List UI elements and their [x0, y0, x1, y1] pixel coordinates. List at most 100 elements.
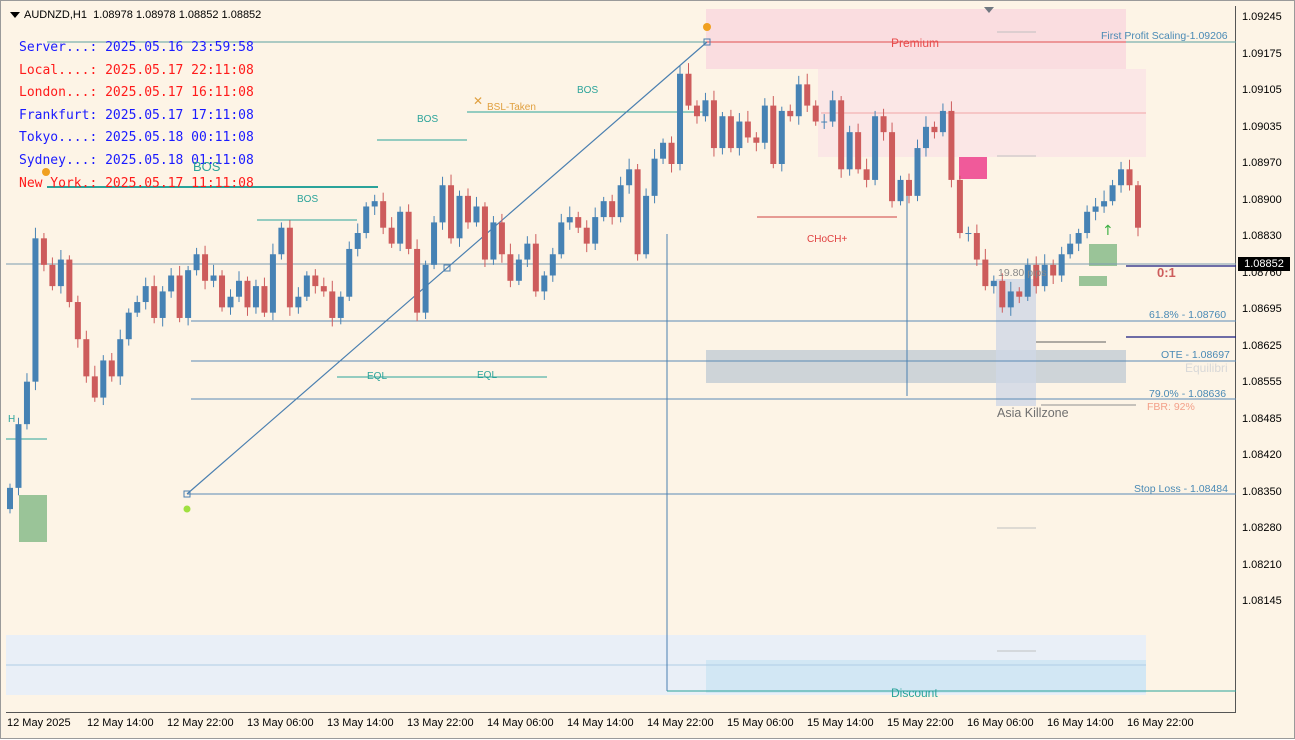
- candle-body: [49, 264, 56, 287]
- candle-body: [464, 195, 471, 223]
- candle-body: [1050, 264, 1057, 276]
- candle-body: [329, 291, 336, 318]
- candle-body: [151, 286, 158, 318]
- stop-loss-label: Stop Loss - 1.08484: [1134, 483, 1228, 495]
- candle-body: [931, 126, 938, 133]
- clock-panel: Server...: 2025.05.16 23:59:58 Local....:…: [19, 37, 254, 195]
- candle-body: [66, 259, 73, 303]
- time-tick-label: 16 May 22:00: [1127, 717, 1194, 729]
- candle-body: [770, 105, 777, 164]
- candle-body: [600, 201, 607, 218]
- asia-killzone-label: Asia Killzone: [997, 406, 1069, 420]
- equilibrium-zone: [706, 350, 1126, 383]
- eql-label-2: EQL: [477, 370, 498, 381]
- candle-body: [117, 339, 124, 377]
- candle-body: [668, 142, 675, 164]
- risk-ratio-label: 0:1: [1157, 265, 1176, 280]
- candle-body: [744, 121, 751, 138]
- candle-body: [948, 110, 955, 180]
- price-tick-label: 1.08145: [1242, 595, 1282, 607]
- symbol-label: AUDNZD,H1: [24, 9, 87, 21]
- price-tick-label: 1.08830: [1242, 230, 1282, 242]
- candle-body: [812, 105, 819, 122]
- candle-body: [736, 121, 743, 149]
- candle-body: [295, 296, 302, 308]
- candle-body: [922, 126, 929, 149]
- anchor-square-top: [703, 38, 711, 46]
- candle-body: [897, 179, 904, 202]
- time-tick-label: 14 May 14:00: [567, 717, 634, 729]
- candle-body: [821, 121, 828, 123]
- time-tick-label: 14 May 22:00: [647, 717, 714, 729]
- bos-label-1: BOS: [297, 194, 319, 205]
- candle-body: [956, 179, 963, 234]
- price-tick-label: 1.08760: [1242, 266, 1282, 279]
- price-tick-label: 1.08625: [1242, 339, 1282, 352]
- clock-row: Frankfurt: 2025.05.17 17:11:08: [19, 107, 254, 123]
- time-tick-label: 12 May 22:00: [167, 717, 234, 729]
- candle-body: [1024, 264, 1031, 297]
- candle-body: [91, 376, 98, 398]
- price-tick-label: 1.08350: [1242, 485, 1282, 498]
- candle-body: [380, 201, 387, 228]
- candle-body: [142, 286, 149, 303]
- candle-body: [660, 142, 667, 159]
- current-price-tag: 1.08852: [1238, 257, 1290, 271]
- candle-body: [473, 206, 480, 223]
- candle-body: [337, 296, 344, 318]
- candle-body: [677, 73, 684, 164]
- time-tick-label: 16 May 06:00: [967, 717, 1034, 729]
- candle-body: [1058, 254, 1065, 276]
- candle-body: [524, 243, 531, 260]
- candle-body: [965, 233, 972, 235]
- candle-body: [1084, 211, 1091, 234]
- candle-body: [168, 275, 175, 292]
- candle-body: [710, 100, 717, 149]
- candle-body: [7, 487, 13, 510]
- candle-body: [1067, 243, 1074, 255]
- candle-body: [558, 222, 565, 255]
- candle-body: [202, 254, 209, 281]
- candle-body: [439, 185, 446, 223]
- candle-body: [405, 211, 412, 249]
- time-tick-label: 15 May 06:00: [727, 717, 794, 729]
- candle-body: [193, 254, 200, 271]
- time-tick-label: 12 May 2025: [7, 717, 71, 729]
- order-block-pink: [959, 157, 987, 179]
- candle-body: [490, 222, 497, 260]
- candle-body: [456, 195, 463, 239]
- candle-body: [634, 169, 641, 255]
- price-tick-label: 1.09175: [1242, 47, 1282, 60]
- choch-label: CHoCH+: [807, 234, 848, 245]
- candle-body: [100, 360, 107, 398]
- demand-box-left: [19, 495, 47, 542]
- candle-body: [498, 222, 505, 255]
- candle-body: [778, 110, 785, 164]
- scroll-marker-icon: [984, 7, 994, 13]
- candle-body: [1075, 233, 1082, 244]
- candle-body: [889, 132, 896, 202]
- eql-label-1: EQL: [367, 371, 388, 382]
- candle-body: [312, 275, 319, 287]
- collapse-triangle-icon[interactable]: [10, 12, 20, 19]
- bos-label-2: BOS: [417, 114, 439, 125]
- candle-body: [108, 360, 115, 377]
- time-tick-label: 15 May 14:00: [807, 717, 874, 729]
- time-tick-label: 12 May 14:00: [87, 717, 154, 729]
- price-tick-label: 1.08420: [1242, 449, 1282, 461]
- time-tick-label: 14 May 06:00: [487, 717, 554, 729]
- bsl-taken-label: BSL-Taken: [487, 102, 536, 113]
- candle-body: [481, 206, 488, 260]
- price-tick-label: 1.08555: [1242, 376, 1282, 388]
- chart-header: AUDNZD,H1 1.08978 1.08978 1.08852 1.0885…: [10, 9, 261, 21]
- time-tick-label: 13 May 22:00: [407, 717, 474, 729]
- time-tick-label: 16 May 14:00: [1047, 717, 1114, 729]
- candle-body: [575, 217, 582, 228]
- candle-body: [939, 110, 946, 133]
- candle-body: [651, 158, 658, 196]
- candle-body: [999, 280, 1006, 308]
- candle-body: [829, 100, 836, 122]
- candle-body: [235, 280, 242, 297]
- time-tick-label: 15 May 22:00: [887, 717, 954, 729]
